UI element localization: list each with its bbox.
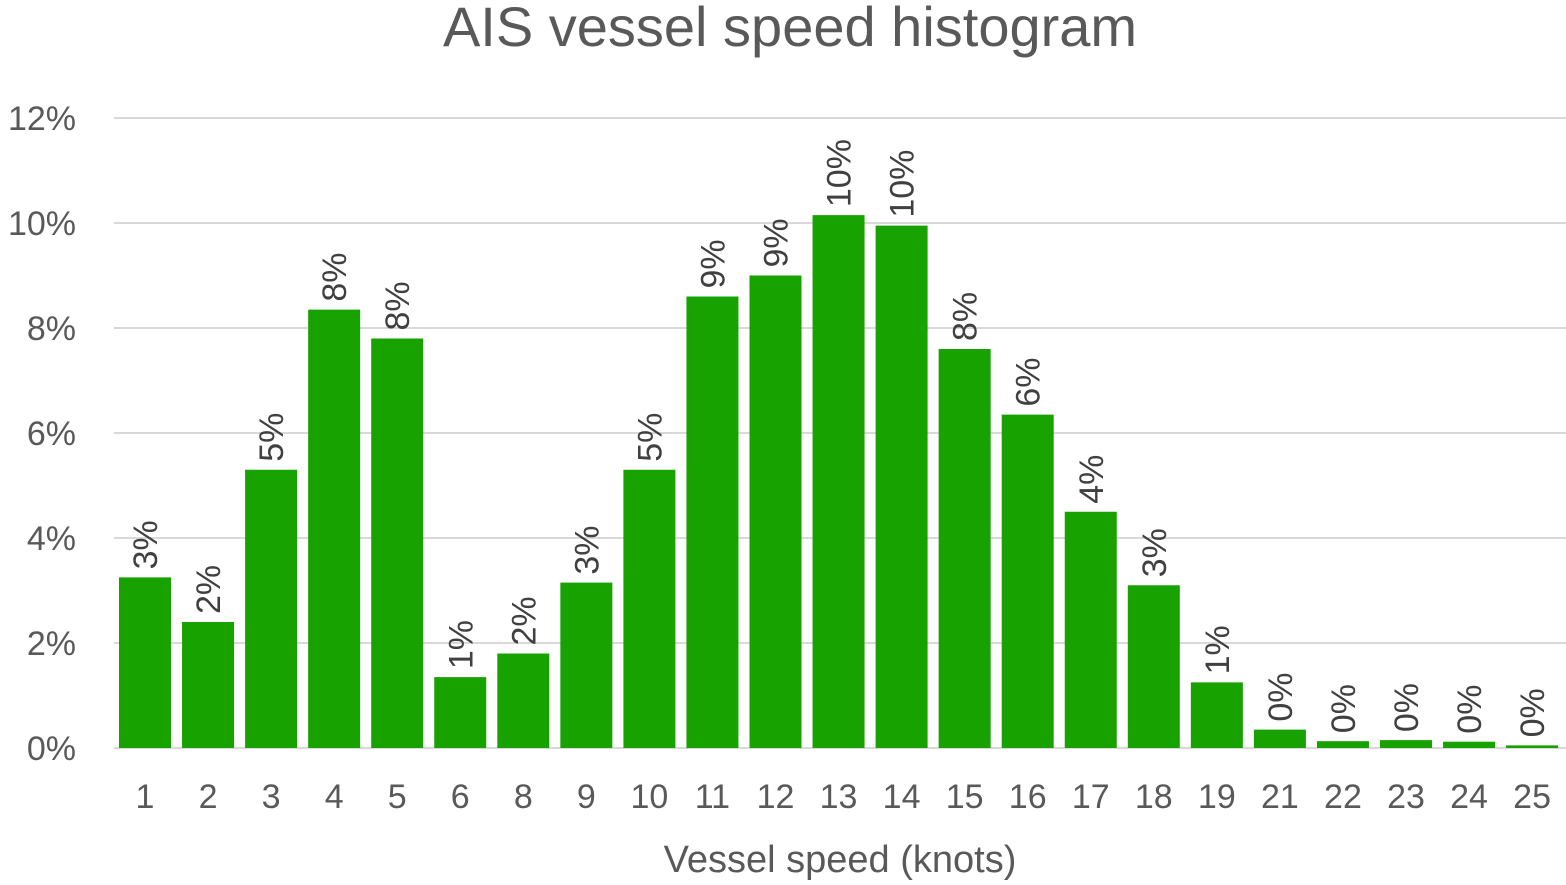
y-tick-label: 8%: [27, 310, 76, 348]
x-tick-label: 22: [1324, 778, 1362, 816]
bar: [245, 469, 298, 748]
bar: [1001, 414, 1054, 748]
bar: [371, 338, 424, 748]
bar: [812, 215, 865, 748]
x-tick-label: 9: [577, 778, 596, 816]
x-axis: 1 2 3 4 5 6 8 9 10 11 12 13 14 15 16 17 18 19 21 22 23 24 25: [136, 778, 1551, 816]
data-label: 0%: [1262, 672, 1300, 721]
x-tick-label: 24: [1450, 778, 1488, 816]
x-tick-label: 23: [1387, 778, 1425, 816]
chart-title: AIS vessel speed histogram: [443, 0, 1137, 58]
data-label: 5%: [631, 413, 669, 462]
data-label: 0%: [1325, 684, 1363, 733]
bar: [434, 677, 487, 748]
data-label: 8%: [316, 252, 354, 301]
y-tick-label: 10%: [8, 205, 76, 243]
data-label: 8%: [947, 292, 985, 341]
data-label: 9%: [758, 218, 796, 267]
x-tick-label: 8: [514, 778, 533, 816]
bar: [497, 653, 550, 748]
data-label: 5%: [253, 413, 291, 462]
x-tick-label: 1: [136, 778, 155, 816]
bar: [1443, 741, 1496, 748]
bar: [1506, 745, 1559, 748]
y-tick-label: 6%: [27, 415, 76, 453]
x-tick-label: 11: [695, 778, 730, 816]
bar: [308, 309, 361, 748]
bar: [560, 582, 613, 748]
x-axis-label: Vessel speed (knots): [664, 839, 1017, 881]
data-label: 0%: [1388, 683, 1426, 732]
bar: [623, 469, 676, 748]
x-tick-label: 17: [1072, 778, 1110, 816]
data-label: 1%: [442, 620, 480, 669]
x-tick-label: 16: [1009, 778, 1047, 816]
x-tick-label: 10: [630, 778, 668, 816]
y-axis: 0% 2% 4% 6% 8% 10% 12%: [8, 100, 76, 768]
bar: [875, 225, 928, 748]
data-label: 8%: [379, 281, 417, 330]
data-label: 1%: [1199, 625, 1237, 674]
y-tick-label: 2%: [27, 625, 76, 663]
bar: [1380, 740, 1432, 748]
bar: [1190, 682, 1243, 748]
bar: [749, 275, 802, 748]
bar: [938, 349, 991, 748]
x-tick-label: 18: [1135, 778, 1173, 816]
bar: [686, 296, 739, 748]
y-tick-label: 12%: [8, 100, 76, 138]
bar: [1316, 741, 1369, 748]
bar: [182, 622, 235, 748]
y-tick-label: 4%: [27, 520, 76, 558]
x-tick-label: 21: [1261, 778, 1299, 816]
bar: [1253, 729, 1306, 748]
data-label: 3%: [127, 520, 165, 569]
data-label: 0%: [1451, 685, 1489, 734]
data-label: 9%: [694, 239, 732, 288]
x-tick-label: 15: [946, 778, 984, 816]
data-label: 6%: [1010, 357, 1048, 406]
y-tick-label: 0%: [27, 730, 76, 768]
data-label: 2%: [190, 565, 228, 614]
data-label: 10%: [821, 139, 859, 207]
data-label: 10%: [884, 150, 922, 218]
x-tick-label: 13: [820, 778, 858, 816]
x-tick-label: 3: [262, 778, 281, 816]
bar: [1127, 585, 1180, 748]
bar: [1064, 511, 1117, 748]
bars: [119, 215, 1559, 748]
x-tick-label: 6: [451, 778, 470, 816]
x-tick-label: 2: [199, 778, 218, 816]
x-tick-label: 12: [757, 778, 795, 816]
x-tick-label: 25: [1513, 778, 1551, 816]
x-tick-label: 4: [325, 778, 344, 816]
x-tick-label: 5: [388, 778, 407, 816]
data-label: 3%: [1136, 528, 1174, 577]
data-label: 2%: [505, 596, 543, 645]
data-label: 4%: [1073, 455, 1111, 504]
bar: [119, 577, 171, 748]
x-tick-label: 19: [1198, 778, 1236, 816]
data-labels: 3% 2% 5% 8% 8% 1% 2% 3% 5% 9% 9% 10% 10% 8% 6% 4% 3% 1% 0%…: [127, 139, 1552, 737]
x-tick-label: 14: [883, 778, 921, 816]
data-label: 3%: [568, 525, 606, 574]
data-label: 0%: [1514, 688, 1552, 737]
